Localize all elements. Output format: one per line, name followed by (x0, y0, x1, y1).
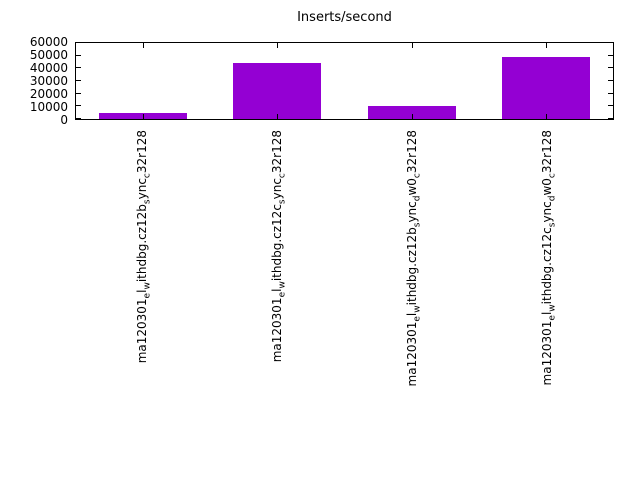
y-tick-label: 10000 (29, 100, 68, 114)
y-tick-label: 60000 (29, 35, 68, 49)
x-tick-mark (411, 43, 413, 48)
x-axis: ma120301elwithdbg.cz12bsyncc32r128 ma1203… (75, 122, 614, 472)
bar-slot (345, 43, 479, 119)
y-tick-mark (608, 118, 613, 119)
y-tick-mark (76, 80, 81, 81)
y-tick-mark (608, 105, 613, 107)
x-tick-mark (277, 114, 279, 119)
x-tick-mark (143, 114, 145, 119)
bar-slot (76, 43, 210, 119)
bar (367, 105, 456, 119)
y-tick-label: 40000 (29, 61, 68, 75)
y-tick-mark (608, 67, 613, 69)
y-tick-mark (76, 42, 81, 43)
x-tick-mark (545, 43, 547, 48)
y-tick-mark (608, 92, 613, 94)
chart-title: Inserts/second (297, 10, 392, 25)
y-tick-label: 30000 (29, 74, 68, 88)
y-tick-mark (76, 54, 81, 56)
bar-slot (479, 43, 613, 119)
x-tick-label: ma120301elwithdbg.cz12bsyncc32r128 (135, 130, 153, 364)
bar (501, 56, 590, 119)
y-tick-mark (608, 80, 613, 81)
y-tick-mark (76, 67, 81, 69)
y-tick-mark (76, 118, 81, 119)
y-tick-mark (608, 54, 613, 56)
y-tick-mark (76, 105, 81, 107)
y-tick-label: 50000 (29, 48, 68, 62)
x-tick-label: ma120301elwithdbg.cz12bsyncdw0c32r128 (404, 130, 423, 387)
x-tick-mark (411, 114, 413, 119)
y-tick-label: 0 (60, 113, 68, 127)
x-tick-mark (143, 43, 145, 48)
x-tick-mark (545, 114, 547, 119)
bar-slot (210, 43, 344, 119)
bar (233, 63, 322, 119)
y-tick-mark (608, 42, 613, 43)
x-tick-label: ma120301elwithdbg.cz12csyncdw0c32r128 (539, 130, 558, 386)
y-axis: 0 10000 20000 30000 40000 50000 60000 (0, 35, 70, 127)
y-tick-label: 20000 (29, 87, 68, 101)
x-tick-mark (277, 43, 279, 48)
y-tick-mark (76, 92, 81, 94)
bars-row (76, 43, 613, 119)
plot-area (75, 42, 614, 120)
x-tick-label: ma120301elwithdbg.cz12csyncc32r128 (270, 130, 288, 363)
